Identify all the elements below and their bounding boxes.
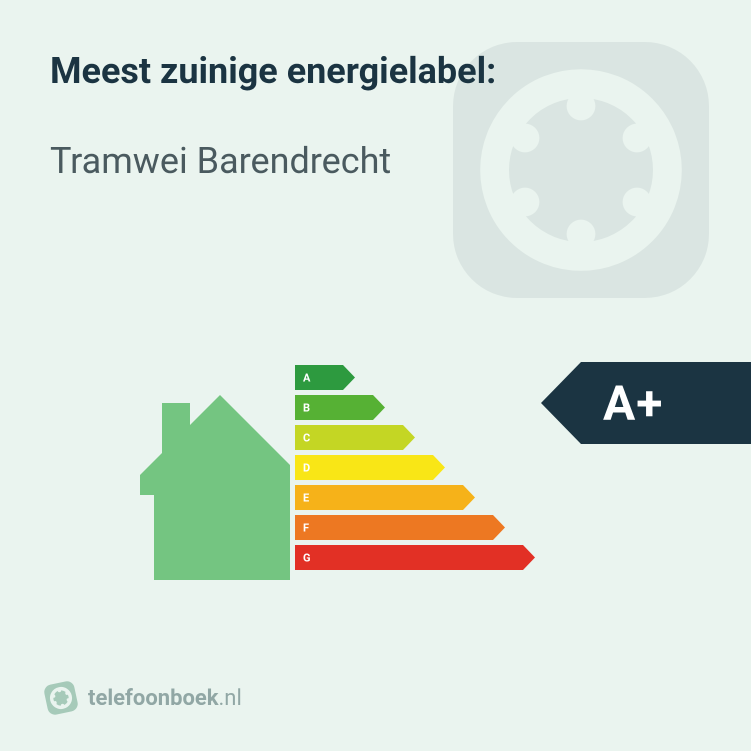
- energy-bar-label: E: [303, 491, 309, 504]
- energy-bar-a: A: [295, 365, 535, 390]
- footer-brand-rest: .nl: [219, 686, 242, 711]
- energy-bar-label: G: [303, 551, 311, 564]
- energy-bar-label: C: [303, 431, 310, 444]
- energy-bar-d: D: [295, 455, 535, 480]
- footer-brand: telefoonboek.nl: [88, 686, 242, 711]
- footer-brand-bold: telefoonboek: [88, 686, 219, 711]
- rating-badge: A+: [541, 362, 751, 444]
- energy-bar-g: G: [295, 545, 535, 570]
- energy-bar-b: B: [295, 395, 535, 420]
- energy-bar-e: E: [295, 485, 535, 510]
- energy-bar-label: D: [303, 461, 310, 474]
- watermark-icon: [421, 10, 741, 330]
- energy-bar-label: F: [303, 521, 309, 534]
- energy-card: Meest zuinige energielabel: Tramwei Bare…: [0, 0, 751, 751]
- energy-bars: A B C D E F G: [295, 365, 535, 575]
- energy-bar-c: C: [295, 425, 535, 450]
- energy-bar-label: B: [303, 401, 310, 414]
- footer: telefoonboek.nl: [44, 681, 242, 715]
- house-icon: [140, 395, 290, 580]
- energy-bar-label: A: [303, 371, 310, 384]
- energy-bar-f: F: [295, 515, 535, 540]
- footer-logo-icon: [41, 678, 81, 718]
- rating-badge-text: A+: [603, 375, 663, 432]
